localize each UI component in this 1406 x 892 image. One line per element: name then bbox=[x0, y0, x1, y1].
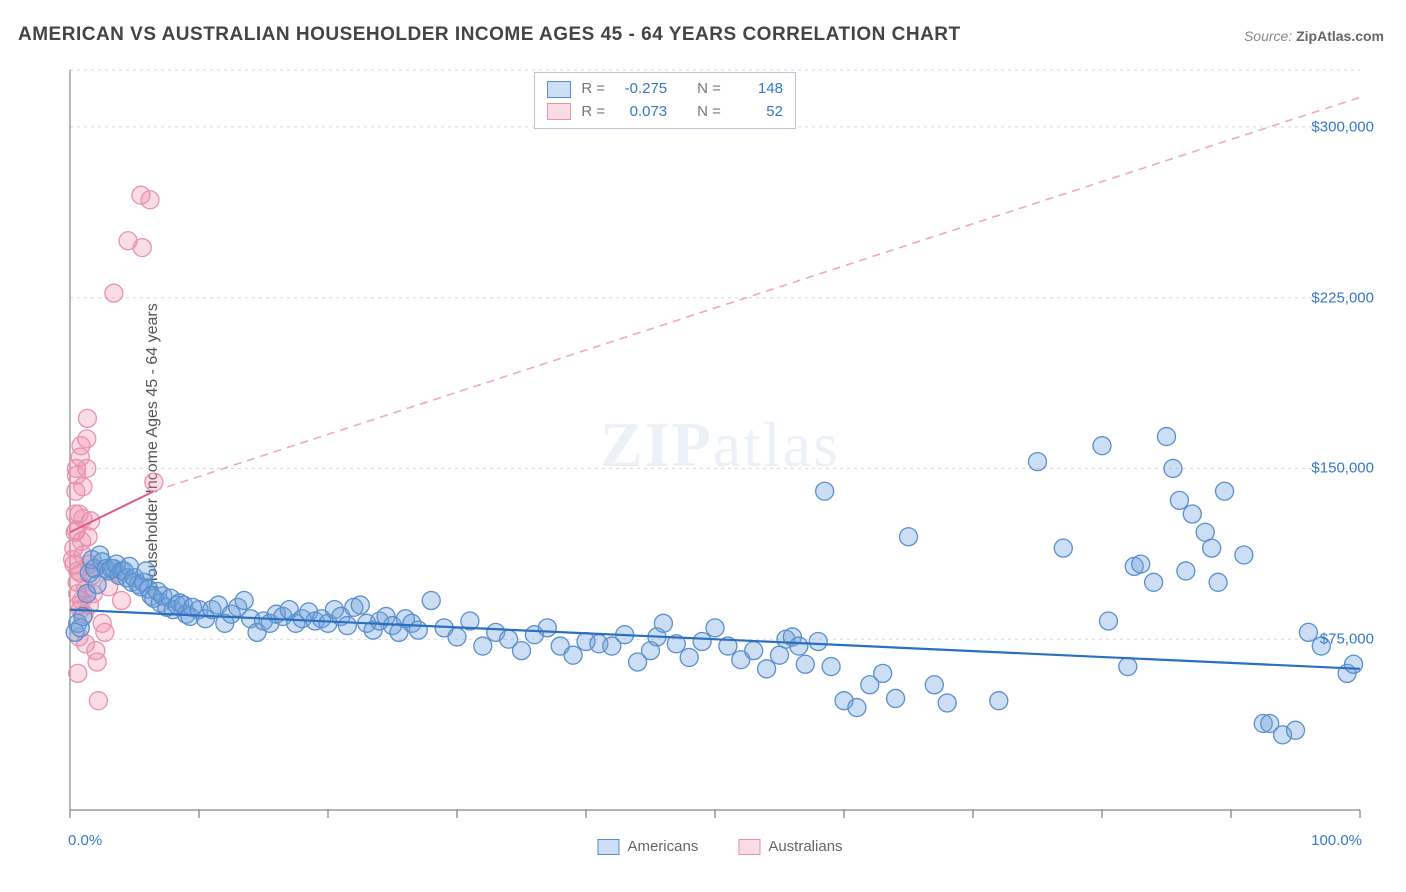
chart-container: AMERICAN VS AUSTRALIAN HOUSEHOLDER INCOM… bbox=[0, 0, 1406, 892]
n-label-b: N = bbox=[697, 101, 721, 124]
y-tick-label: $150,000 bbox=[1311, 460, 1374, 477]
n-value-a: 148 bbox=[731, 78, 783, 101]
r-label-b: R = bbox=[581, 101, 605, 124]
n-label-a: N = bbox=[697, 78, 721, 101]
legend-label-americans: Americans bbox=[627, 838, 698, 855]
stats-row-australians: R = 0.073 N = 52 bbox=[547, 101, 783, 124]
swatch-americans bbox=[547, 81, 571, 98]
legend-item-americans: Americans bbox=[597, 838, 698, 855]
n-value-b: 52 bbox=[731, 101, 783, 124]
swatch-australians bbox=[547, 103, 571, 120]
legend-label-australians: Australians bbox=[768, 838, 842, 855]
x-axis-end-label: 100.0% bbox=[1311, 832, 1362, 849]
source-prefix: Source: bbox=[1244, 28, 1296, 44]
plot-area: ZIPatlas R = -0.275 N = 148 R = 0.073 N … bbox=[60, 60, 1380, 830]
stats-legend: R = -0.275 N = 148 R = 0.073 N = 52 bbox=[534, 72, 796, 129]
y-tick-label: $300,000 bbox=[1311, 118, 1374, 135]
x-axis-start-label: 0.0% bbox=[68, 832, 102, 849]
r-value-b: 0.073 bbox=[615, 101, 667, 124]
legend-item-australians: Australians bbox=[738, 838, 842, 855]
source-attribution: Source: ZipAtlas.com bbox=[1244, 28, 1384, 44]
stats-row-americans: R = -0.275 N = 148 bbox=[547, 78, 783, 101]
r-label-a: R = bbox=[581, 78, 605, 101]
series-legend: Americans Australians bbox=[597, 838, 842, 855]
y-tick-label: $225,000 bbox=[1311, 289, 1374, 306]
plot-svg bbox=[60, 60, 1380, 830]
chart-title: AMERICAN VS AUSTRALIAN HOUSEHOLDER INCOM… bbox=[18, 24, 961, 46]
y-tick-label: $75,000 bbox=[1320, 631, 1374, 648]
legend-swatch-australians bbox=[738, 839, 760, 855]
r-value-a: -0.275 bbox=[615, 78, 667, 101]
legend-swatch-americans bbox=[597, 839, 619, 855]
source-name: ZipAtlas.com bbox=[1296, 28, 1384, 44]
